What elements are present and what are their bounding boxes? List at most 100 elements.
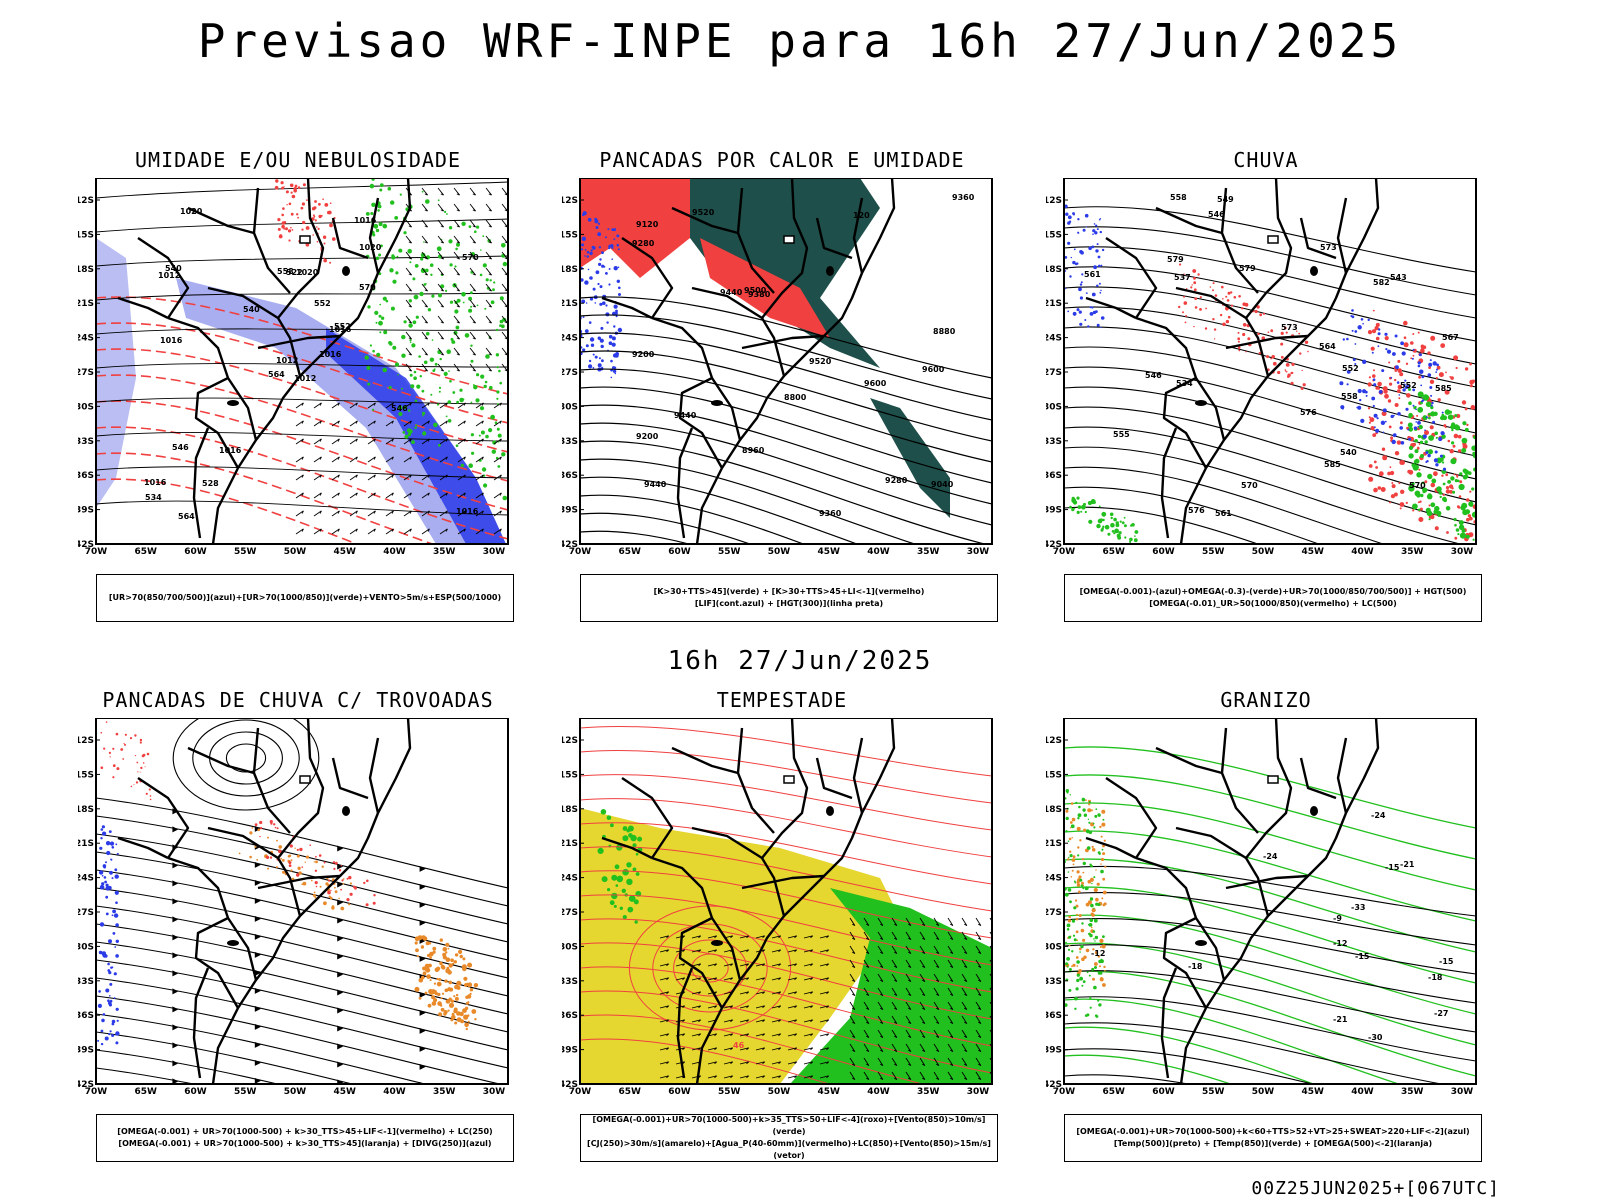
wind-vector-head — [730, 977, 734, 981]
data-blob — [497, 465, 501, 468]
data-blob — [416, 955, 419, 958]
data-blob — [476, 225, 480, 229]
data-blob — [1194, 306, 1198, 309]
wind-vector — [849, 973, 856, 982]
wind-vector-head — [908, 993, 912, 996]
wind-vector — [405, 219, 412, 228]
wind-vector-head — [730, 1047, 734, 1051]
data-blob — [1455, 366, 1458, 370]
data-blob — [372, 349, 375, 353]
data-blob — [1092, 977, 1095, 981]
lon-tick-label: 35W — [917, 1087, 940, 1097]
lat-tick-label: 33S — [78, 437, 94, 447]
data-blob — [595, 270, 600, 275]
legend-box: [OMEGA(-0.001) + UR>70(1000-500) + k>30_… — [96, 1114, 514, 1162]
data-blob — [299, 847, 303, 852]
data-blob — [142, 762, 145, 764]
map-content: 1012101210121016101610161016102010201016… — [96, 178, 508, 544]
data-blob — [1398, 397, 1401, 400]
data-blob — [1099, 825, 1102, 829]
data-blob — [450, 958, 454, 962]
data-blob — [1065, 212, 1069, 216]
data-blob — [283, 228, 286, 230]
contour-line — [1064, 1022, 1445, 1084]
legend-line: [LIF](cont.azul) + [HGT(300)](linha pret… — [694, 599, 884, 608]
border-line — [1155, 206, 1223, 235]
data-blob — [401, 353, 406, 358]
data-blob — [1069, 850, 1072, 853]
data-blob — [134, 755, 137, 757]
data-blob — [584, 248, 587, 251]
data-blob — [1368, 416, 1371, 419]
data-blob — [1432, 420, 1436, 424]
wind-vector-head — [698, 1033, 702, 1037]
wind-vector — [493, 456, 502, 463]
wind-vector-head — [922, 937, 926, 940]
data-blob — [1095, 224, 1098, 227]
data-blob — [340, 888, 342, 891]
data-blob — [1397, 359, 1401, 363]
data-blob — [582, 316, 585, 318]
wind-vector-head — [463, 510, 466, 514]
data-blob — [610, 244, 614, 248]
data-blob — [389, 268, 394, 273]
data-blob — [1372, 404, 1375, 408]
data-blob — [1471, 511, 1476, 518]
data-blob — [388, 341, 392, 345]
wind-vector-head — [427, 528, 430, 532]
contour-lines — [1064, 206, 1476, 544]
wind-vector-head — [936, 951, 940, 954]
contour-line — [1064, 886, 1476, 984]
wind-vector-head — [409, 510, 412, 514]
data-blob — [1094, 962, 1098, 966]
data-blob — [1078, 805, 1081, 809]
wind-vector-head — [391, 474, 394, 478]
map-granizo[interactable]: -12-15-15-18-21-24-21-24-27-30-33-9-12 -1… — [1046, 718, 1486, 1118]
data-blob — [437, 199, 440, 202]
wind-vector — [933, 1057, 940, 1066]
data-blob — [470, 359, 474, 363]
map-umidade[interactable]: 1012101210121016101610161016102010201016… — [78, 178, 518, 578]
wind-vector — [787, 977, 797, 981]
data-blob — [439, 938, 443, 942]
map-chuva[interactable]: 5855855825795795765735705675645615585555… — [1046, 178, 1486, 578]
wind-vector-head — [355, 420, 358, 424]
wind-vector-head — [424, 305, 428, 308]
wind-vector-head — [488, 193, 492, 196]
wind-vector — [819, 1061, 829, 1065]
data-blob — [1454, 479, 1458, 483]
wind-vector-head — [445, 456, 448, 460]
data-blob — [1101, 848, 1104, 851]
wind-vector-head — [950, 1035, 954, 1038]
wind-vector-head — [301, 510, 304, 514]
data-blob — [1412, 348, 1415, 351]
map-pancadas-calor[interactable]: 9600960094409520938092809200120944093609… — [562, 178, 1002, 578]
wind-vector-head — [666, 977, 670, 981]
data-blob — [1113, 517, 1117, 522]
contour-line — [1064, 944, 1476, 1004]
data-blob — [1450, 425, 1455, 430]
data-blob — [464, 333, 470, 338]
data-blob — [1095, 1015, 1099, 1018]
data-blob — [116, 1019, 119, 1022]
wind-vector — [421, 283, 428, 292]
data-blob — [1076, 308, 1080, 312]
wind-vector — [975, 1015, 982, 1024]
legend-line: [OMEGA(-0.001) + UR>70(1000-500) + k>30_… — [118, 1139, 492, 1148]
wind-vector — [469, 267, 476, 276]
wind-vector — [877, 987, 884, 996]
data-blob — [249, 831, 253, 835]
data-blob — [1362, 322, 1364, 325]
data-blob — [332, 861, 336, 864]
data-blob — [1077, 218, 1080, 221]
data-blob — [1461, 528, 1466, 533]
data-blob — [1114, 528, 1119, 534]
data-blob — [429, 979, 432, 982]
data-blob — [1377, 387, 1380, 390]
data-blob — [1299, 352, 1302, 355]
data-blob — [1272, 361, 1277, 366]
data-blob — [427, 1003, 432, 1008]
data-blob — [1100, 863, 1102, 865]
